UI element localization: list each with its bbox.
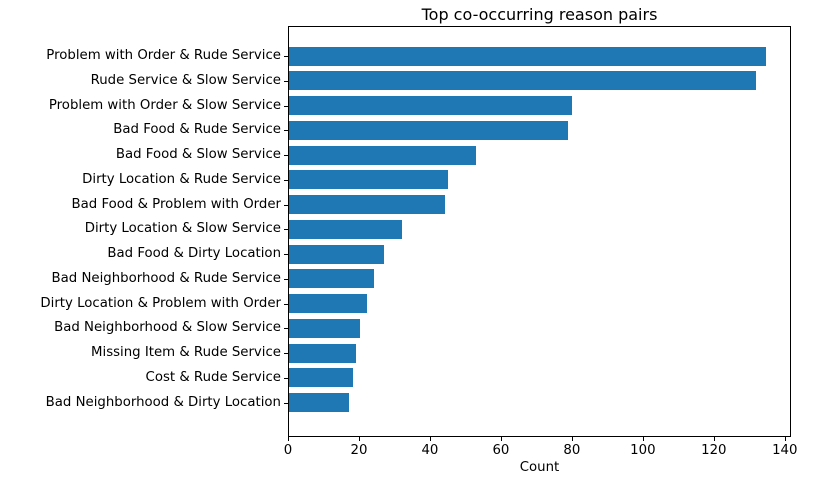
bar — [289, 120, 569, 140]
y-tick-mark — [284, 378, 288, 379]
plot-area — [288, 26, 791, 437]
x-tick-label: 60 — [492, 443, 510, 458]
y-tick-mark — [284, 304, 288, 305]
x-tick-mark — [714, 437, 715, 441]
bar — [289, 195, 445, 214]
bar — [289, 145, 477, 165]
x-tick-label: 120 — [701, 443, 727, 458]
y-tick-mark — [284, 106, 288, 107]
bar — [289, 244, 385, 264]
y-tick-label: Problem with Order & Slow Service — [48, 97, 281, 113]
y-tick-mark — [284, 56, 288, 57]
bar — [289, 219, 403, 239]
bar — [289, 170, 449, 190]
x-tick-mark — [501, 437, 502, 441]
x-tick-label: 0 — [283, 443, 293, 458]
y-tick-mark — [284, 254, 288, 255]
x-tick-label: 80 — [563, 443, 581, 458]
y-tick-label: Bad Food & Rude Service — [113, 122, 281, 138]
bar — [289, 96, 572, 115]
y-tick-mark — [284, 155, 288, 156]
x-tick-label: 140 — [772, 443, 798, 458]
y-tick-mark — [284, 279, 288, 280]
bar — [289, 343, 357, 363]
y-tick-mark — [284, 353, 288, 354]
y-tick-label: Missing Item & Rude Service — [91, 345, 281, 360]
y-tick-label: Bad Neighborhood & Slow Service — [54, 320, 281, 336]
bar — [289, 269, 374, 289]
bar — [289, 294, 367, 313]
x-tick-mark — [288, 437, 289, 441]
x-axis-title: Count — [519, 460, 560, 475]
bar — [289, 318, 360, 338]
y-tick-mark — [284, 130, 288, 131]
x-tick-mark — [430, 437, 431, 441]
y-tick-label: Cost & Rude Service — [145, 369, 281, 385]
bar — [289, 46, 767, 66]
bar — [289, 368, 353, 388]
y-tick-mark — [284, 180, 288, 181]
y-tick-label: Bad Food & Slow Service — [115, 147, 281, 162]
x-tick-label: 20 — [350, 443, 368, 458]
x-tick-mark — [643, 437, 644, 441]
bar — [289, 393, 350, 412]
y-tick-mark — [284, 328, 288, 329]
y-tick-label: Dirty Location & Slow Service — [84, 221, 281, 237]
bar — [289, 71, 756, 91]
y-tick-label: Bad Neighborhood & Dirty Location — [45, 394, 281, 410]
y-tick-label: Bad Food & Dirty Location — [107, 246, 281, 261]
y-tick-label: Dirty Location & Rude Service — [82, 171, 281, 187]
y-tick-mark — [284, 403, 288, 404]
y-tick-label: Problem with Order & Rude Service — [46, 48, 281, 63]
y-tick-label: Dirty Location & Problem with Order — [40, 295, 281, 311]
x-tick-mark — [359, 437, 360, 441]
y-tick-mark — [284, 205, 288, 206]
x-tick-mark — [572, 437, 573, 441]
x-tick-label: 100 — [630, 443, 656, 458]
y-tick-label: Bad Neighborhood & Rude Service — [51, 270, 281, 286]
x-tick-mark — [785, 437, 786, 441]
x-tick-label: 40 — [421, 443, 439, 458]
y-tick-mark — [284, 81, 288, 82]
y-tick-label: Rude Service & Slow Service — [90, 72, 281, 88]
y-tick-label: Bad Food & Problem with Order — [71, 196, 281, 212]
y-tick-mark — [284, 229, 288, 230]
chart-title: Top co-occurring reason pairs — [421, 5, 658, 24]
